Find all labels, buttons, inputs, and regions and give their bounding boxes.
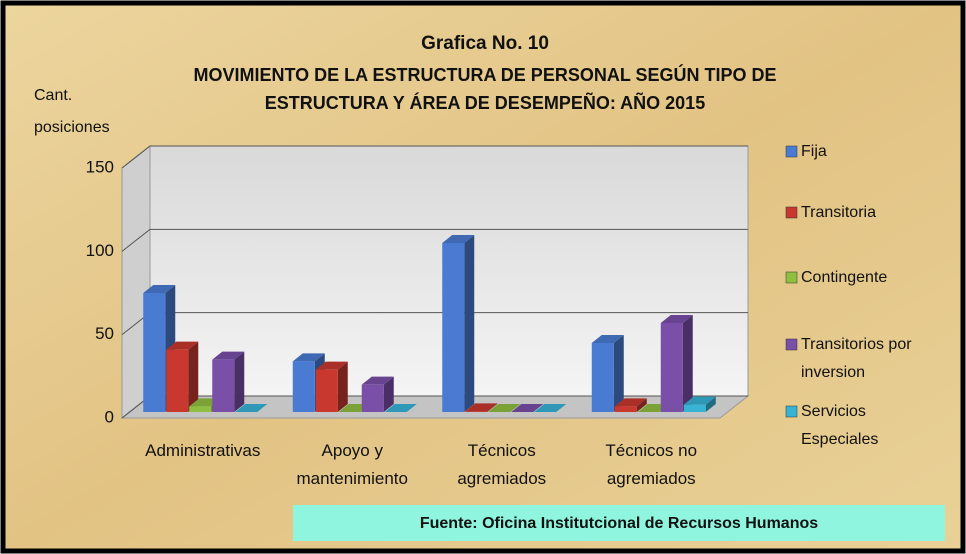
bar-side (613, 335, 624, 412)
bar-side (682, 315, 693, 412)
bar-side (487, 403, 498, 412)
bar-top (212, 351, 245, 360)
bar (591, 335, 624, 412)
bar-side (705, 396, 716, 412)
legend-swatch (785, 271, 798, 284)
bar-top (361, 376, 394, 385)
chart-subtitle: MOVIMIENTO DE LA ESTRUCTURA DE PERSONAL … (193, 64, 776, 85)
x-tick-label: Administrativas (145, 441, 260, 460)
bar (511, 404, 544, 412)
legend-swatch (785, 338, 798, 351)
bar-top (614, 398, 647, 407)
bar (660, 315, 693, 412)
bar-top (488, 404, 521, 412)
bar-side (383, 376, 394, 412)
y-tick-label: 100 (86, 241, 114, 260)
x-tick-label: Apoyo y mantenimiento (296, 441, 408, 488)
bar-front (315, 369, 338, 412)
y-axis-label: posiciones (34, 119, 110, 136)
bar (442, 235, 475, 412)
legend-swatch (785, 405, 798, 418)
bar-front (683, 404, 706, 412)
chart-title: Grafica No. 10 (421, 33, 549, 54)
bar (534, 404, 567, 412)
grid-line (121, 145, 748, 169)
grid-line (121, 228, 748, 252)
legend-label: Servicios Especiales (801, 403, 878, 448)
bar-front (465, 411, 488, 412)
bar-front (442, 243, 465, 412)
y-axis-label: Cant. (34, 87, 72, 104)
bar (384, 404, 417, 412)
legend-label: Fija (801, 143, 827, 160)
bar-side (636, 398, 647, 412)
bar (212, 351, 245, 412)
bar (166, 341, 199, 412)
chart-subtitle: ESTRUCTURA Y ÁREA DE DESEMPEÑO: AÑO 2015 (265, 92, 705, 113)
bar (614, 398, 647, 412)
bar (315, 361, 348, 412)
bar-front (189, 406, 212, 412)
x-tick-label: Técnicos agremiados (457, 441, 546, 488)
bar-top (660, 315, 693, 323)
bar-top (511, 404, 544, 412)
legend-label: Transitorios por inversion (801, 336, 912, 381)
bar (465, 403, 498, 412)
bar-top (166, 341, 199, 350)
bar-top (534, 404, 567, 412)
bar-front (166, 349, 189, 412)
bar-front (614, 406, 637, 412)
bar-side (188, 341, 199, 412)
legend-label: Contingente (801, 269, 887, 286)
bar-side (234, 351, 245, 412)
bar (488, 404, 521, 412)
bar-side (337, 361, 348, 412)
legend-swatch (785, 206, 798, 219)
bar-top (465, 403, 498, 412)
bar-side (464, 235, 475, 412)
bar-top (143, 285, 176, 293)
bar (361, 376, 394, 412)
bar-front (292, 361, 315, 412)
legend-label: Transitoria (801, 204, 876, 221)
y-tick-label: 150 (86, 157, 114, 176)
bar-front (361, 384, 384, 412)
legend-swatch (785, 145, 798, 158)
bar-front (143, 293, 166, 412)
bar (683, 396, 716, 412)
bar-top (235, 404, 268, 412)
source: Fuente: Oficina Institutcional de Recurs… (420, 515, 818, 532)
y-tick-label: 0 (105, 407, 114, 426)
y-tick-label: 50 (95, 324, 114, 343)
x-tick-label: Técnicos no agremiados (605, 441, 697, 488)
bar-top (442, 235, 475, 243)
bar (235, 404, 268, 412)
source-box (293, 505, 945, 541)
bar-top (292, 353, 325, 362)
bar-top (683, 396, 716, 405)
bar-front (660, 323, 683, 412)
bar-top (315, 361, 348, 370)
bar-top (591, 335, 624, 343)
bar-front (212, 359, 235, 412)
bar-top (384, 404, 417, 412)
bar-front (591, 343, 614, 412)
